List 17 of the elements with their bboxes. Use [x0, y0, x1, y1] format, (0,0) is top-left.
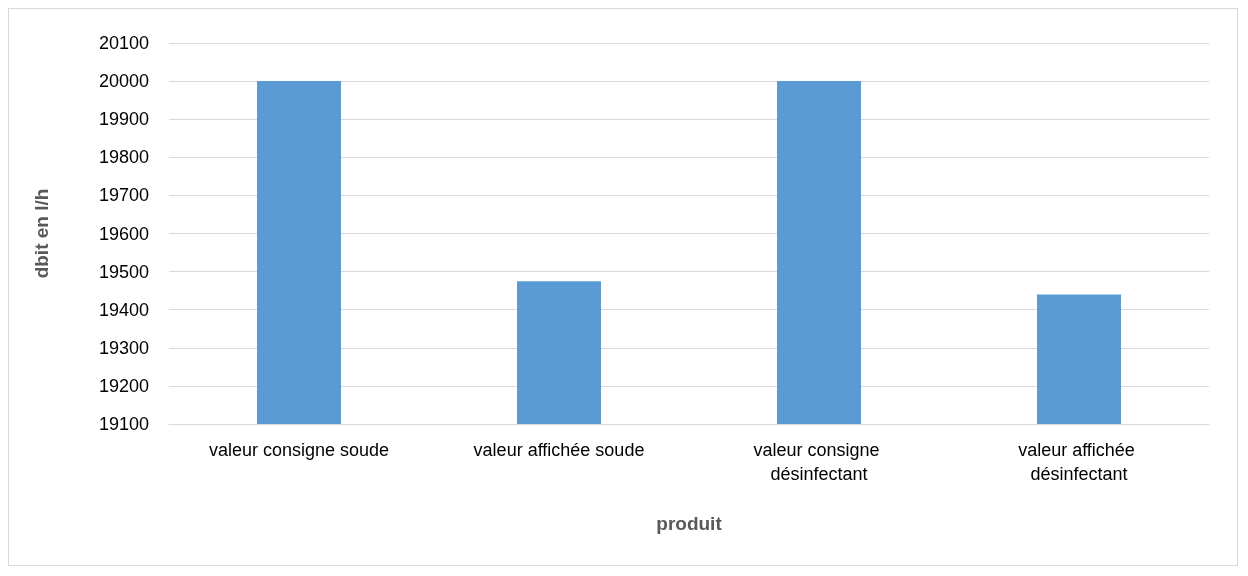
- y-tick-label: 19600: [98, 223, 149, 244]
- y-tick-label: 19100: [98, 414, 149, 434]
- y-tick-label: 19900: [98, 109, 149, 130]
- y-tick-label: 19200: [98, 375, 149, 396]
- y-tick-label: 19300: [98, 337, 149, 358]
- x-tick-label: valeur affichée désinfectant: [1018, 440, 1140, 484]
- y-tick-label: 20100: [98, 33, 149, 53]
- y-tick-label: 19500: [98, 261, 149, 282]
- y-tick-label: 19400: [98, 299, 149, 320]
- x-axis-title: produit: [656, 513, 723, 534]
- y-tick-label: 20000: [98, 71, 149, 92]
- y-tick-label: 19800: [98, 147, 149, 168]
- y-axis-title: dbit en l/h: [31, 188, 52, 279]
- x-tick-label: valeur consigne soude: [208, 440, 390, 460]
- x-tick-label: valeur consigne désinfectant: [753, 440, 885, 484]
- x-tick-label: valeur affichée soude: [473, 440, 645, 460]
- y-tick-label: 19700: [98, 185, 149, 206]
